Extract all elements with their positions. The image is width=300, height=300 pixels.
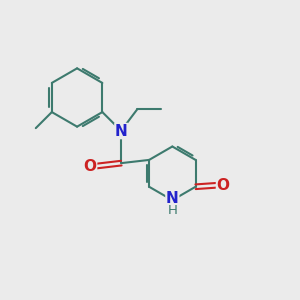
Text: O: O <box>217 178 230 193</box>
Text: H: H <box>167 204 177 217</box>
Text: N: N <box>166 191 179 206</box>
Text: N: N <box>115 124 128 139</box>
Text: O: O <box>84 158 97 173</box>
